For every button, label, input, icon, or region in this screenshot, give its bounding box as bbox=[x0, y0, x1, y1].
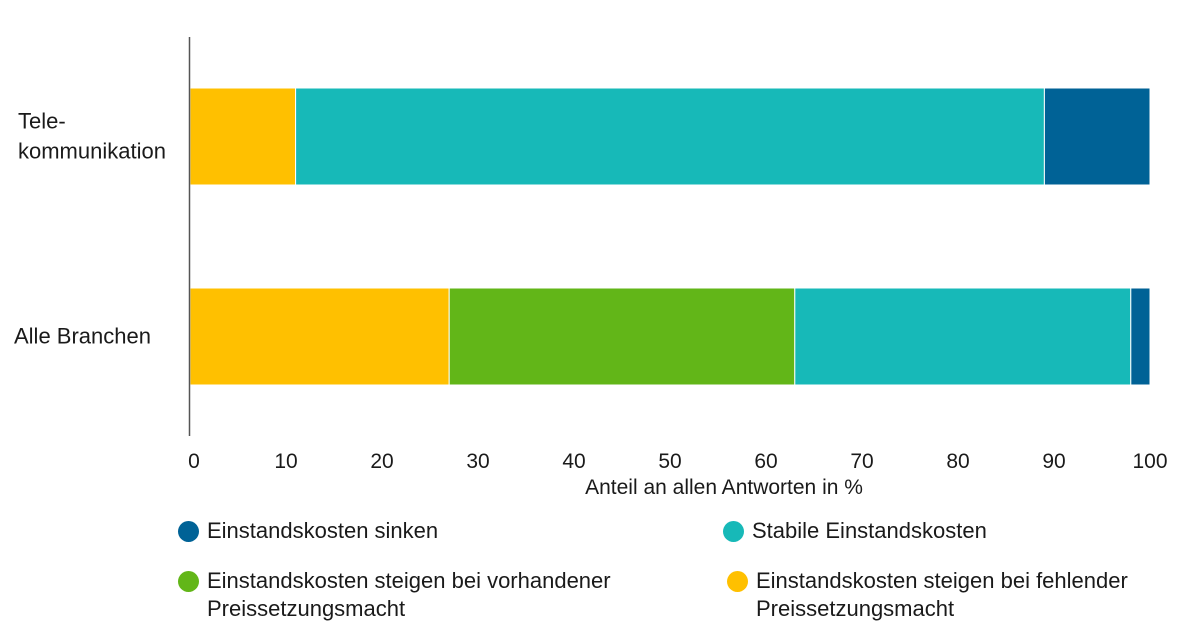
legend-swatch-stabil bbox=[723, 521, 744, 542]
bar-segment-1-1 bbox=[448, 287, 796, 386]
bar-segment-1-0 bbox=[189, 287, 450, 386]
x-axis-title: Anteil an allen Antworten in % bbox=[585, 476, 863, 499]
x-tick-label-40: 40 bbox=[562, 450, 585, 473]
x-tick-label-30: 30 bbox=[466, 450, 489, 473]
bar-segment-1-2 bbox=[794, 287, 1132, 386]
legend-item-fehlend: Einstandskosten steigen bei fehlender Pr… bbox=[727, 567, 1128, 623]
legend-swatch-sinken bbox=[178, 521, 199, 542]
x-tick-label-90: 90 bbox=[1042, 450, 1065, 473]
legend-label-sinken: Einstandskosten sinken bbox=[207, 518, 439, 543]
x-tick-label-70: 70 bbox=[850, 450, 873, 473]
x-tick-labels: 0 10 20 30 40 50 60 70 80 90 100 bbox=[188, 450, 1167, 473]
legend-swatch-vorhanden bbox=[178, 571, 199, 592]
category-labels: Tele-kommunikation Alle Branchen bbox=[14, 109, 166, 349]
legend-item-sinken: Einstandskosten sinken bbox=[178, 517, 438, 545]
x-tick-label-20: 20 bbox=[370, 450, 393, 473]
category-label-1: Alle Branchen bbox=[14, 324, 151, 349]
x-tick-label-80: 80 bbox=[946, 450, 969, 473]
bar-segment-0-2 bbox=[295, 87, 1045, 186]
legend-label-stabil: Stabile Einstandskosten bbox=[752, 518, 987, 543]
bar-segment-1-3 bbox=[1130, 287, 1151, 386]
bars-group bbox=[189, 87, 1151, 386]
x-tick-label-60: 60 bbox=[754, 450, 777, 473]
legend-label-vorhanden: Einstandskosten steigen bei vorhandener … bbox=[207, 568, 611, 621]
legend-label-fehlend: Einstandskosten steigen bei fehlender Pr… bbox=[756, 568, 1128, 621]
bar-segment-0-0 bbox=[189, 87, 297, 186]
x-tick-label-50: 50 bbox=[658, 450, 681, 473]
x-tick-label-0: 0 bbox=[188, 450, 200, 473]
x-tick-label-100: 100 bbox=[1132, 450, 1167, 473]
stacked-bar-chart: Tele-kommunikation Alle Branchen 0 10 20 30 4… bbox=[14, 37, 1168, 499]
legend-item-stabil: Stabile Einstandskosten bbox=[723, 517, 987, 545]
legend-item-vorhanden: Einstandskosten steigen bei vorhandener … bbox=[178, 567, 611, 623]
category-label-0: Tele-kommunikation bbox=[18, 109, 166, 164]
x-tick-label-10: 10 bbox=[274, 450, 297, 473]
legend-swatch-fehlend bbox=[727, 571, 748, 592]
bar-segment-0-3 bbox=[1043, 87, 1151, 186]
legend: Einstandskosten sinken Stabile Einstands… bbox=[0, 505, 1200, 631]
